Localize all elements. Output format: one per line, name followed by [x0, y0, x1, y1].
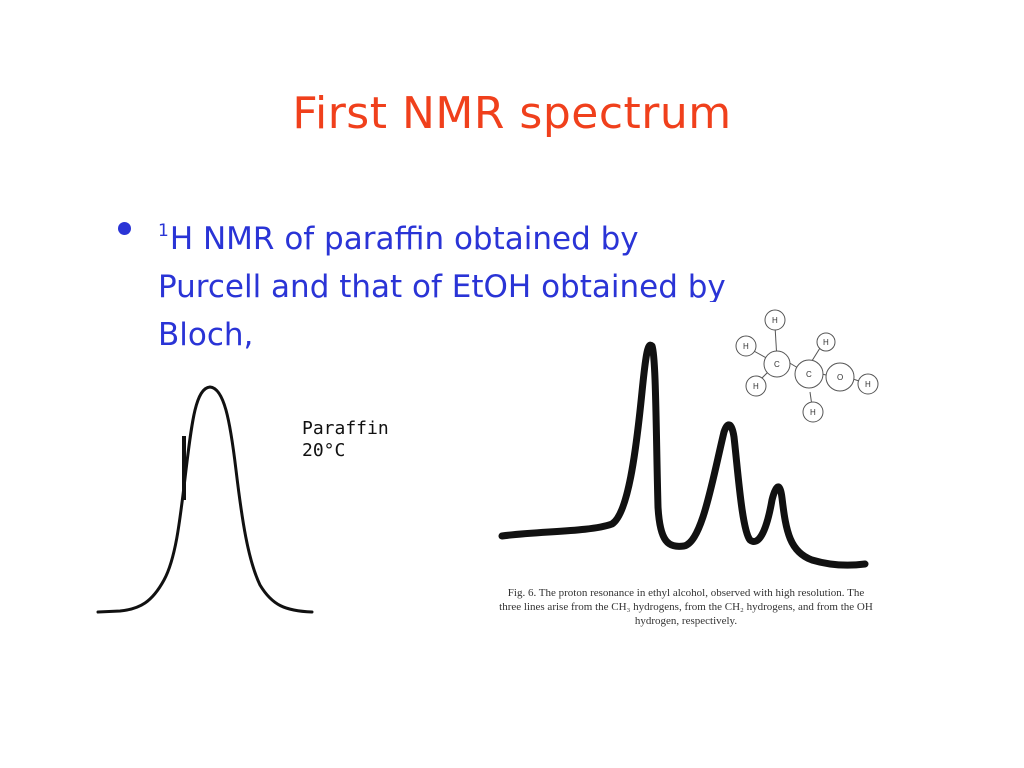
figure-caption: Fig. 6. The proton resonance in ethyl al… — [458, 586, 914, 628]
atom-label-h: H — [753, 382, 759, 391]
atom-label-h: H — [772, 316, 778, 325]
atom-label-h: H — [865, 380, 871, 389]
atom-h-oh — [857, 373, 879, 395]
bullet-text: 1H NMR of paraffin obtained by Purcell a… — [158, 207, 918, 359]
caption-line-2: three lines arise from the CH₃ hydrogens… — [499, 601, 873, 613]
caption-line-1: Fig. 6. The proton resonance in ethyl al… — [507, 587, 865, 599]
paraffin-label: Paraffin 20°C — [302, 418, 389, 462]
ethanol-spectrum-plot: H H C H H C O H H — [498, 309, 879, 569]
paraffin-spectrum-figure: Paraffin 20°C — [80, 380, 400, 640]
superscript-mass-number: 1 — [158, 221, 169, 241]
atom-label-c: C — [806, 370, 812, 379]
paraffin-label-temperature: 20°C — [302, 440, 346, 461]
atom-h-lower-left — [745, 375, 767, 397]
bullet-line-1-text: H NMR of paraffin obtained by — [169, 221, 639, 257]
atom-h-top — [764, 309, 786, 331]
atom-h-bottom — [802, 401, 824, 423]
caption-line-3: hydrogen, respectively. — [634, 615, 738, 627]
atom-c2 — [794, 359, 824, 389]
ethanol-spectrum-trace — [498, 341, 869, 569]
atom-o — [825, 362, 855, 392]
paraffin-label-name: Paraffin — [302, 418, 389, 439]
atom-label-h: H — [810, 408, 816, 417]
ethanol-molecule-diagram: H H C H H C O H H — [735, 309, 879, 423]
bullet-line-3: Bloch, — [158, 317, 254, 353]
atom-label-h: H — [743, 342, 749, 351]
paraffin-peak-trace — [96, 385, 314, 614]
atom-label-h: H — [823, 338, 829, 347]
slide-title: First NMR spectrum — [292, 88, 732, 139]
bullet-icon — [118, 222, 131, 235]
atom-label-c: C — [774, 360, 780, 369]
ethanol-spectrum-figure: H H C H H C O H H — [440, 302, 930, 642]
atom-h-right-top — [816, 332, 836, 352]
paraffin-spectrum-plot — [96, 385, 314, 614]
atom-c1 — [763, 350, 791, 378]
bullet-line-1: 1H NMR of paraffin obtained by — [158, 207, 918, 263]
atom-h-left — [735, 335, 757, 357]
bullet-line-2: Purcell and that of EtOH obtained by — [158, 269, 726, 305]
atom-label-o: O — [837, 373, 843, 382]
